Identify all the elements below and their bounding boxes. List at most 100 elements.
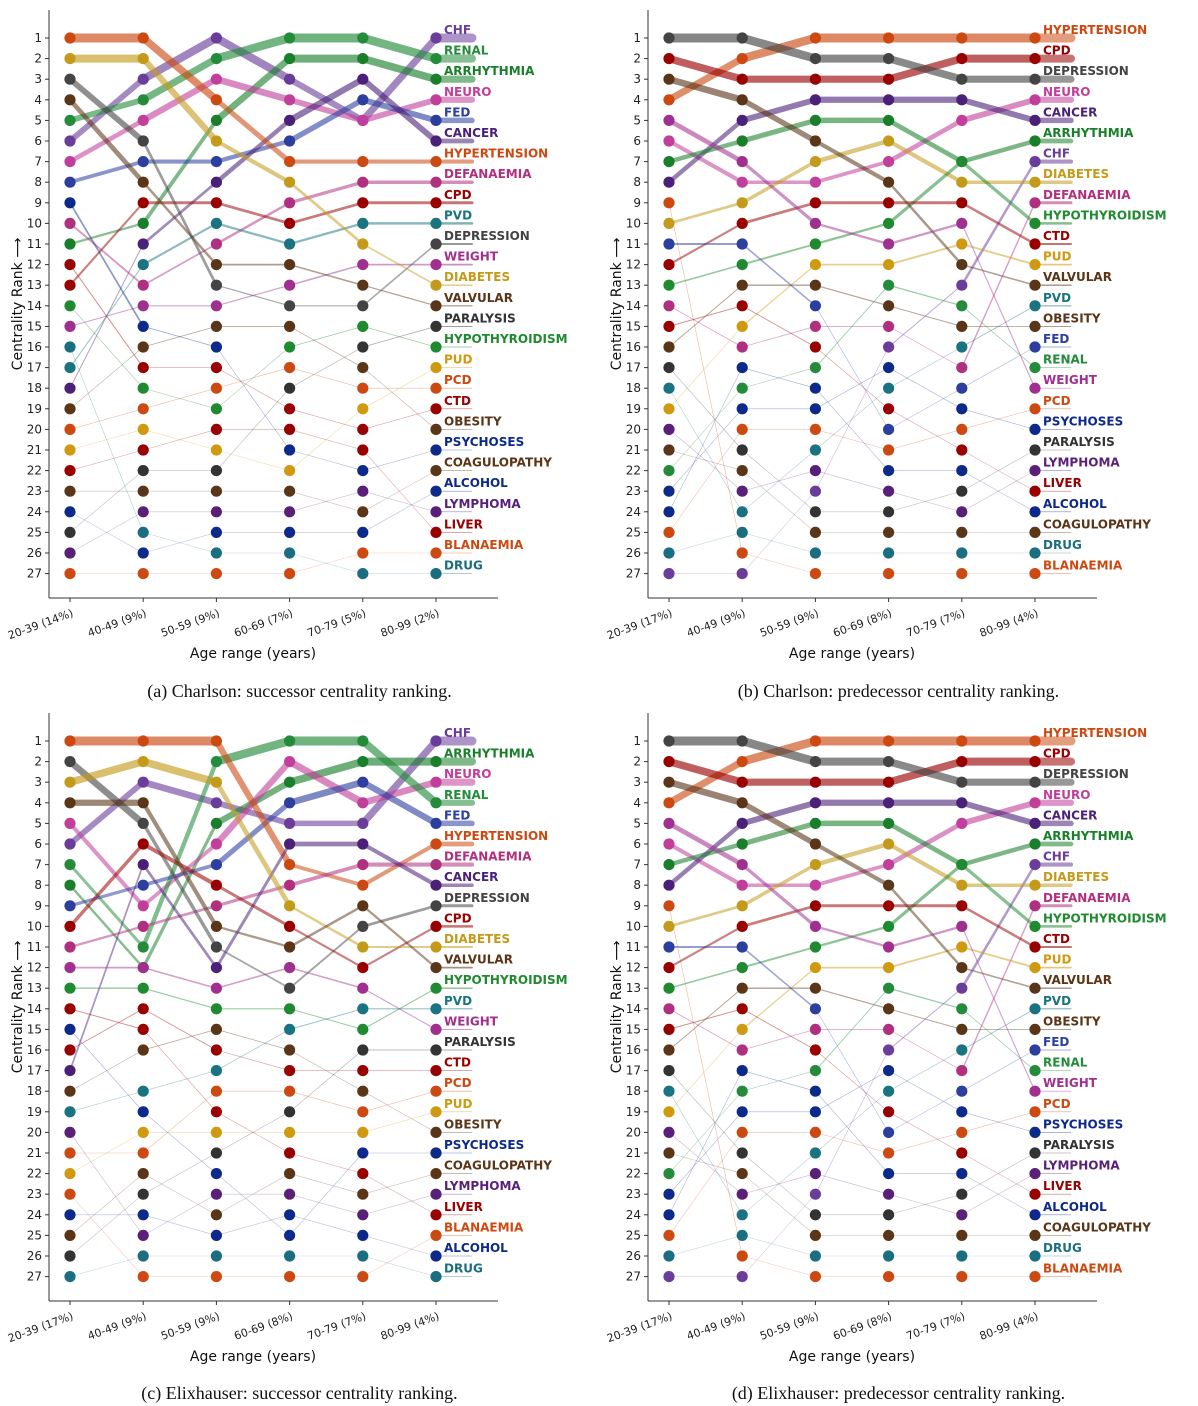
point-coagulopathy (137, 1168, 149, 1180)
y-tick-label: 22 (626, 464, 641, 478)
point-coagulopathy (284, 485, 296, 497)
point-pud (663, 1106, 675, 1118)
point-drug (956, 1250, 968, 1262)
series-segment-coagulopathy (362, 1173, 437, 1195)
point-pud (284, 465, 296, 477)
end-label-psychoses: PSYCHOSES (444, 435, 524, 449)
x-tick-label: 40-49 (9%) (86, 607, 148, 640)
point-defanaemia (736, 1044, 748, 1056)
series-points (64, 735, 442, 1283)
chart-svg: 1234567891011121314151617181920212223242… (605, 10, 1167, 662)
end-label-psychoses: PSYCHOSES (1043, 1117, 1123, 1131)
point-lymphoma (663, 423, 675, 435)
point-valvular (64, 797, 76, 809)
point-hypertension (809, 32, 821, 44)
point-ctd (357, 1065, 369, 1077)
series-segment-diabetes (139, 757, 221, 786)
y-tick-label: 15 (626, 319, 641, 333)
series-segment-obesity (888, 1008, 963, 1030)
point-renal (883, 982, 895, 994)
series-segment-ctd (216, 1049, 290, 1071)
series-segment-defanaemia (69, 222, 145, 287)
series-segment-pvd (888, 346, 963, 389)
series-segment-neuro (359, 778, 440, 807)
point-coagulopathy (137, 485, 149, 497)
y-axis-label: Centrality Rank ⟶ (609, 941, 625, 1074)
end-label-chf: CHF (444, 23, 471, 37)
end-label-liver: LIVER (1043, 1179, 1082, 1193)
point-pud (210, 1126, 222, 1138)
end-label-pud: PUD (444, 353, 473, 367)
point-paralysis (430, 1044, 442, 1056)
point-defanaemia (210, 900, 222, 912)
point-chf (284, 73, 296, 85)
point-diabetes (137, 53, 149, 65)
point-psychoses (64, 1023, 76, 1035)
series-segment-psychoses (289, 1152, 364, 1236)
series-segment-pud (668, 326, 743, 410)
series-segment-chf (888, 284, 963, 348)
point-diabetes (430, 279, 442, 291)
end-label-lymphoma: LYMPHOMA (444, 497, 521, 511)
point-pud (137, 423, 149, 435)
point-paralysis (1029, 1147, 1041, 1159)
y-tick-label: 19 (27, 1105, 42, 1119)
series-segment-alcohol (362, 490, 437, 533)
point-hypertension (284, 156, 296, 168)
point-chf (210, 32, 222, 44)
series-segment-paralysis (888, 490, 963, 513)
point-arrhythmia (357, 53, 369, 65)
chart-charlson-predecessor: 1 2 3 4 5 6 7 8 9 10 11 12 13 14 15 16 17 18 19 20 21 22 23 24 2… (599, 0, 1198, 670)
end-label-cancer: CANCER (444, 126, 498, 140)
series-segment-weight (142, 966, 218, 989)
series-segment-weight (69, 305, 144, 327)
point-chf (883, 341, 895, 353)
point-cpd (284, 217, 296, 229)
point-drug (137, 1250, 149, 1262)
chart-charlson-successor: 1 2 3 4 5 6 7 8 9 10 11 12 13 14 15 16 17 18 19 20 21 22 23 24 2… (0, 0, 599, 670)
end-label-valvular: VALVULAR (444, 953, 513, 967)
point-renal (357, 735, 369, 747)
point-ctd (1029, 941, 1041, 953)
x-tick-label: 80-99 (4%) (379, 1310, 441, 1343)
series-segment-renal (359, 737, 440, 807)
y-tick-label: 11 (27, 237, 42, 251)
y-tick-label: 24 (27, 505, 42, 519)
series-segment-psychoses (815, 367, 889, 410)
point-obesity (736, 279, 748, 291)
y-tick-label: 7 (34, 155, 42, 169)
point-coagulopathy (284, 1168, 296, 1180)
series-segment-hypothyroidism (960, 862, 1037, 929)
series-segment-hypothyroidism (668, 966, 743, 989)
point-pcd (736, 423, 748, 435)
series-segment-arrhythmia (886, 118, 965, 164)
series-segment-liver (815, 346, 889, 410)
series-end-labels: HYPERTENSION CPD DEPRESSION NEURO CANCER ARRH… (1043, 23, 1167, 573)
series-segment-paralysis (961, 449, 1036, 492)
point-coagulopathy (210, 1209, 222, 1221)
point-cancer (284, 114, 296, 126)
point-ctd (137, 362, 149, 374)
point-pud (210, 444, 222, 456)
series-segment-arrhythmia (68, 883, 145, 969)
point-neuro (663, 135, 675, 147)
point-alcohol (883, 465, 895, 477)
series-segment-cancer (958, 799, 1038, 827)
point-cpd (357, 197, 369, 209)
series-segment-alcohol (142, 1214, 217, 1236)
point-weight (137, 962, 149, 974)
point-coagulopathy (1029, 1229, 1041, 1241)
series-end-labels: CHF RENAL ARRHYTHMIA NEURO FED CANCER HYPERTEN… (444, 23, 568, 573)
point-hypertension (809, 735, 821, 747)
point-depression (956, 776, 968, 788)
y-tick-label: 16 (27, 340, 42, 354)
point-drug (284, 1250, 296, 1262)
x-tick-label: 60-69 (8%) (831, 1310, 893, 1343)
point-lymphoma (1029, 1168, 1041, 1180)
y-tick-label: 20 (626, 422, 641, 436)
point-liver (284, 423, 296, 435)
series-segment-drug (668, 1235, 743, 1257)
point-blanaemia (357, 547, 369, 559)
point-drug (210, 547, 222, 559)
end-label-arrhythmia: ARRHYTHMIA (444, 747, 535, 761)
